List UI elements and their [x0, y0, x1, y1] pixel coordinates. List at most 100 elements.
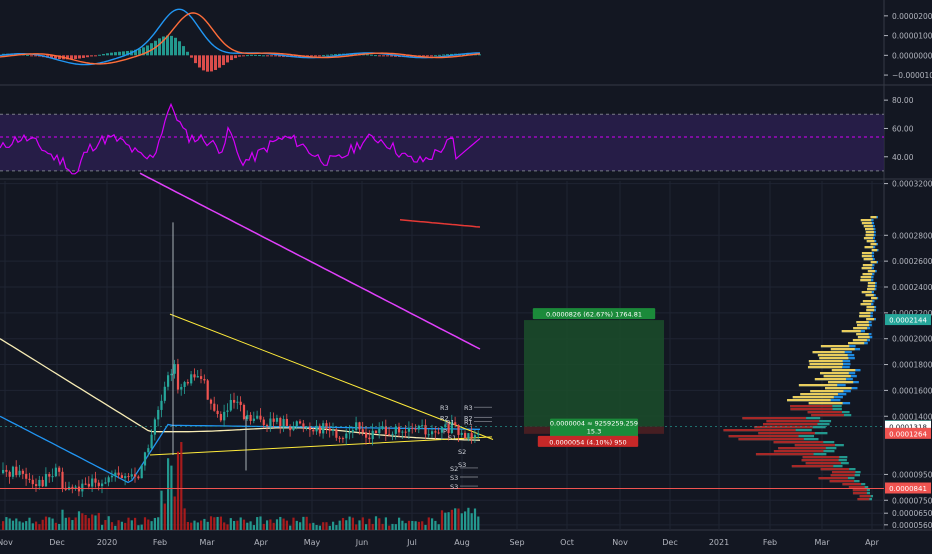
- volume-bar: [434, 520, 437, 530]
- volume-bar: [447, 512, 450, 530]
- macd-histogram-bar: [314, 55, 317, 57]
- rsi-tick-label: 40.00: [892, 153, 914, 162]
- rsi-panel[interactable]: [0, 102, 884, 175]
- candle-body: [124, 476, 127, 479]
- candle-body: [332, 429, 335, 431]
- macd-histogram-bar: [422, 55, 425, 57]
- volume-bar: [190, 522, 193, 530]
- volume-profile-bar: [828, 381, 854, 384]
- price-tag[interactable]: [885, 314, 931, 326]
- volume-bar: [305, 516, 308, 530]
- macd-histogram-bar: [78, 55, 81, 59]
- volume-profile-bar: [857, 498, 870, 501]
- macd-histogram-bar: [450, 53, 453, 56]
- candle-body: [35, 484, 38, 487]
- volume-profile-bar: [865, 228, 874, 231]
- macd-histogram-bar: [206, 55, 209, 72]
- volume-profile-bar: [870, 216, 877, 219]
- volume-profile-bar: [830, 348, 855, 351]
- macd-histogram-bar: [254, 54, 257, 56]
- time-tick-label: Aug: [454, 538, 470, 547]
- volume-bar: [68, 517, 71, 530]
- candle-body: [275, 417, 279, 422]
- volume-bar: [87, 518, 90, 530]
- time-tick-label: Dec: [662, 538, 677, 547]
- candle-body: [97, 482, 100, 487]
- macd-histogram-bar: [174, 37, 177, 56]
- loss-label: 0.0000054 (4.10%) 950: [549, 438, 626, 446]
- macd-histogram-bar: [310, 55, 313, 57]
- volume-bar: [361, 517, 364, 530]
- time-tick-label: Mar: [814, 538, 830, 547]
- candle-body: [470, 433, 473, 438]
- volume-bar: [325, 522, 328, 530]
- time-tick-label: Apr: [254, 538, 269, 547]
- volume-profile-bar: [831, 369, 856, 372]
- candle-body: [404, 431, 407, 433]
- volume-bar: [200, 520, 203, 530]
- volume-profile-bar: [778, 447, 826, 450]
- volume-bar: [157, 517, 160, 530]
- candle-body: [279, 417, 282, 428]
- volume-bar: [454, 508, 457, 530]
- macd-histogram-bar: [198, 55, 201, 68]
- volume-bar: [110, 522, 114, 530]
- volume-bar: [411, 520, 414, 530]
- price-tag[interactable]: [885, 427, 931, 439]
- volume-bar: [262, 523, 265, 530]
- volume-bar: [315, 525, 318, 530]
- candle-body: [431, 431, 434, 435]
- time-tick-label: Nov: [0, 538, 13, 547]
- volume-profile-bar: [860, 303, 872, 306]
- candle-body: [233, 399, 236, 403]
- candle-body: [434, 431, 437, 433]
- time-axis[interactable]: Nov Dec 2020 Feb Mar Apr May Jun Jul Aug Sep Oct Nov…: [0, 538, 880, 547]
- price-axis[interactable]: 0.0000200 0.0000100 0.0000000 −0.0000100 80.…: [884, 12, 932, 530]
- volume-profile-bar: [820, 345, 850, 348]
- macd-histogram-bar: [434, 55, 437, 57]
- macd-tick-label: 0.0000100: [892, 32, 932, 41]
- rsi-band: [0, 114, 884, 171]
- profit-zone[interactable]: [524, 320, 664, 427]
- price-tag-label: 0.0000841: [889, 485, 927, 493]
- macd-panel[interactable]: [0, 8, 481, 72]
- volume-bar: [391, 523, 394, 530]
- volume-profile-bar: [790, 405, 833, 408]
- pivot-label: P: [443, 427, 447, 435]
- volume-profile-bar: [738, 438, 804, 441]
- volume-profile-bar: [857, 336, 870, 339]
- volume-bar: [150, 521, 153, 530]
- volume-profile-bar: [794, 444, 835, 447]
- candle-body: [176, 364, 180, 390]
- volume-profile-bar: [825, 387, 852, 390]
- price-tag[interactable]: [885, 482, 931, 494]
- volume-profile-bar: [866, 318, 875, 321]
- candle-body: [262, 419, 265, 425]
- price-tick-label: 0.0000750: [892, 496, 932, 505]
- price-tag[interactable]: [885, 420, 931, 432]
- macd-histogram-bar: [258, 55, 261, 57]
- volume-profile-bar: [861, 267, 872, 270]
- macd-histogram-bar: [110, 52, 113, 56]
- time-tick-label: 2021: [709, 538, 729, 547]
- price-tag-label: 0.0001318: [889, 423, 927, 431]
- time-tick-label: Jun: [355, 538, 369, 547]
- candle-body: [127, 476, 130, 478]
- volume-bar: [302, 516, 305, 530]
- volume-profile-bar: [862, 300, 873, 303]
- candle-body: [2, 469, 5, 474]
- ema-short-line: [0, 338, 481, 441]
- volume-bar: [28, 517, 31, 530]
- candle-body: [117, 472, 120, 476]
- volume-bar: [275, 519, 279, 530]
- candle-body: [226, 410, 229, 412]
- candle-body: [183, 382, 186, 387]
- candle-body: [252, 418, 255, 421]
- candle-body: [147, 448, 150, 453]
- volume-profile-bar: [861, 291, 872, 294]
- price-panel[interactable]: 0.0000826 (62.67%) 1764.81 0.0000004 ≈ 92…: [0, 172, 884, 530]
- volume-profile-bar: [808, 360, 843, 363]
- volume-bar: [147, 519, 150, 530]
